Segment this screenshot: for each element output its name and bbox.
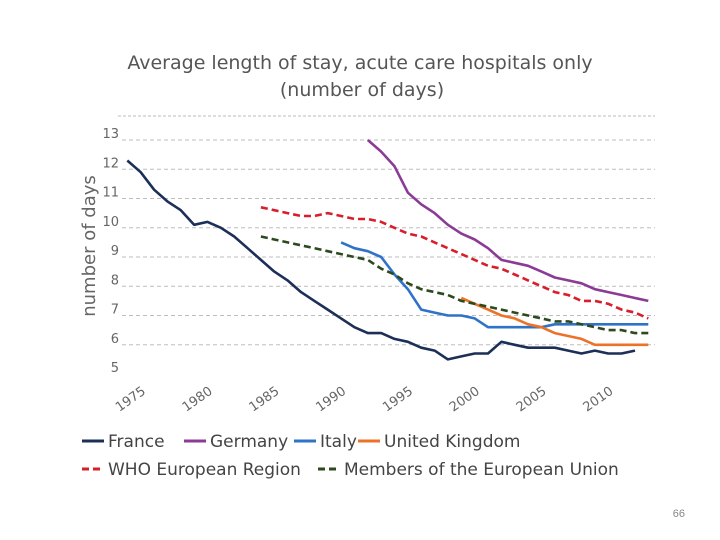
y-tick-label: 6	[111, 332, 119, 347]
y-tick-label: 9	[111, 244, 119, 259]
legend-label: WHO European Region	[108, 460, 301, 480]
legend-label: United Kingdom	[384, 432, 520, 452]
legend-label: Italy	[320, 432, 357, 452]
y-tick-label: 13	[102, 127, 119, 142]
y-tick-label: 10	[102, 215, 119, 230]
series-line-france	[126, 159, 636, 361]
y-tick-label: 8	[111, 273, 119, 288]
x-tick-label: 1975	[113, 384, 149, 415]
x-tick-label: 1990	[313, 384, 349, 415]
y-tick-label: 11	[102, 186, 119, 201]
series-line-germany	[366, 139, 649, 303]
series-line-who-european-region	[260, 206, 649, 320]
x-tick-label: 1995	[380, 384, 416, 415]
legend-label: Germany	[210, 432, 288, 452]
y-tick-label: 12	[102, 156, 119, 171]
series-line-united-kingdom	[460, 296, 649, 347]
x-tick-label: 2000	[447, 384, 483, 415]
legend-label: Members of the European Union	[344, 460, 619, 480]
chart-subtitle: (number of days)	[280, 79, 444, 101]
page-number: 66	[672, 508, 685, 520]
x-tick-label: 1985	[247, 384, 283, 415]
x-tick-label: 1980	[180, 384, 216, 415]
x-tick-label: 2005	[514, 384, 550, 415]
series-line-italy	[340, 241, 649, 329]
y-tick-label: 7	[111, 303, 119, 318]
y-tick-label: 5	[111, 361, 119, 376]
x-tick-label: 2010	[581, 384, 617, 415]
y-axis-label: number of days	[79, 175, 100, 317]
series-line-members-of-the-european-union	[260, 235, 649, 335]
chart-title: Average length of stay, acute care hospi…	[127, 52, 592, 74]
legend-label: France	[108, 432, 165, 452]
